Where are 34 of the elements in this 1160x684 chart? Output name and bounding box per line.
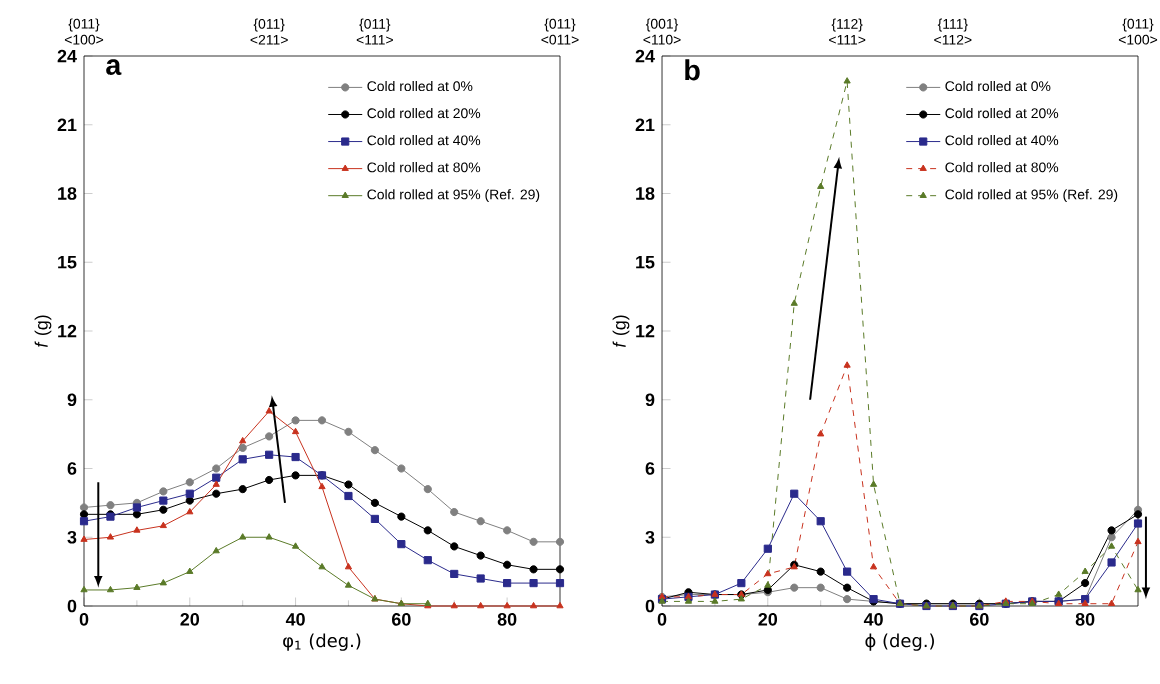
y-axis-title: f (g) [34,315,52,348]
y-tick-label: 9 [645,393,655,407]
chart-title: a [106,59,122,76]
y-tick-label: 12 [58,324,77,338]
y-tick-label: 21 [635,118,655,132]
x-tick-label: 20 [180,613,200,626]
x-tick-label: 60 [392,613,411,626]
x-tick-label: 40 [285,613,305,626]
x-tick-label: 80 [1075,613,1095,626]
x-tick-label: 20 [758,613,778,626]
x-tick-label: 40 [863,613,883,626]
x-tick-label: 80 [497,613,517,626]
y-tick-label: 3 [645,530,655,544]
y-tick-label: 6 [645,462,655,475]
x-axis-title: ϕ (deg.) [865,633,934,651]
y-tick-label: 24 [57,49,77,63]
y-tick-label: 24 [635,49,655,63]
y-tick-label: 21 [57,118,77,132]
x-tick-label: 60 [970,613,989,626]
y-tick-label: 15 [58,255,77,269]
y-tick-label: 3 [67,530,77,544]
x-axis-title: φ$_{1}$ (deg.) [283,633,361,651]
x-tick-label: 0 [657,613,667,626]
y-tick-label: 15 [636,255,655,269]
x-tick-label: 0 [79,613,89,626]
y-tick-label: 18 [636,187,655,200]
y-tick-label: 0 [67,599,77,613]
y-tick-label: 6 [67,462,77,475]
y-tick-label: 18 [58,187,77,200]
y-tick-label: 12 [636,324,655,338]
y-axis-title: f (g) [612,315,630,348]
chart-title: b [685,59,700,81]
y-tick-label: 0 [645,599,655,613]
y-tick-label: 9 [67,393,77,407]
